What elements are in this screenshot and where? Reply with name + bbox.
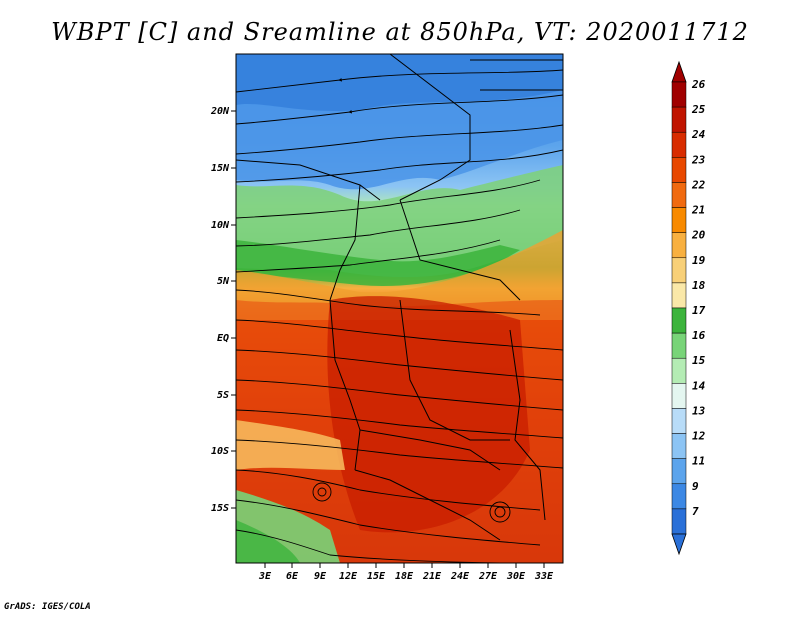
lon-label: 27E <box>478 571 498 582</box>
colorbar-label: 13 <box>692 404 706 417</box>
lon-label: 33E <box>534 571 554 582</box>
colorbar-swatch <box>671 508 687 535</box>
colorbar-swatch <box>671 483 687 510</box>
colorbar-label: 26 <box>691 78 706 91</box>
colorbar-label: 17 <box>692 304 706 317</box>
colorbar-label: 23 <box>691 153 706 166</box>
colorbar-swatch <box>671 433 687 459</box>
colorbar-swatch <box>671 81 687 108</box>
lat-label: 15S <box>211 503 229 514</box>
grads-credit: GrADS: IGES/COLA <box>4 602 91 612</box>
colorbar-label: 20 <box>691 229 706 242</box>
colorbar-top-arrow <box>671 60 687 83</box>
lon-label: 9E <box>314 571 327 582</box>
colorbar-swatch <box>671 383 687 409</box>
colorbar-label: 24 <box>691 128 706 141</box>
colorbar-swatch <box>671 282 687 309</box>
lat-label: 10N <box>211 220 230 231</box>
colorbar-label: 9 <box>692 480 699 493</box>
lon-label: 30E <box>506 571 526 582</box>
country-borders <box>236 54 563 541</box>
colorbar-swatch <box>671 257 687 284</box>
lon-label: 3E <box>258 571 272 582</box>
latitude-axis: 20N 15N 10N 5N EQ 5S 10S 15S <box>210 106 236 514</box>
lon-label: 6E <box>286 571 299 582</box>
colorbar-swatch <box>671 408 687 434</box>
colorbar-label: 7 <box>692 505 699 518</box>
colorbar-swatch <box>671 207 687 233</box>
colorbar-label: 25 <box>691 103 706 116</box>
lat-label: 5N <box>217 276 230 287</box>
colorbar-label: 21 <box>691 204 705 217</box>
colorbar-swatch <box>671 106 687 133</box>
colorbar-swatch <box>671 232 687 259</box>
colorbar-label: 14 <box>692 379 706 392</box>
lon-label: 15E <box>367 571 386 582</box>
colorbar-label: 16 <box>692 329 706 342</box>
streamlines <box>236 69 563 563</box>
lon-label: 21E <box>422 571 442 582</box>
longitude-axis: 3E 6E 9E 12E 15E 18E 21E 24E 27E 30E 33E <box>258 563 554 582</box>
lat-label: 15N <box>211 163 230 174</box>
chart-title: WBPT [C] and Sreamline at 850hPa, VT: 20… <box>51 18 749 46</box>
colorbar-swatch <box>671 131 687 158</box>
colorbar-label: 18 <box>692 279 706 292</box>
lon-label: 24E <box>450 571 470 582</box>
colorbar-swatch <box>671 307 687 334</box>
plot-frame <box>235 53 564 564</box>
lat-label: EQ <box>217 333 229 344</box>
colorbar-swatch <box>671 357 687 384</box>
lon-label: 18E <box>395 571 414 582</box>
colorbar-swatch <box>671 458 687 485</box>
lat-label: 10S <box>211 446 229 457</box>
colorbar-label: 19 <box>692 254 706 267</box>
colorbar-label: 15 <box>692 354 706 367</box>
colorbar: 26 25 24 23 22 21 20 19 18 17 16 15 14 13 12 11 9 7 <box>671 60 706 556</box>
lat-label: 5S <box>217 390 229 401</box>
lat-label: 20N <box>210 106 230 117</box>
colorbar-label: 12 <box>692 430 706 443</box>
colorbar-swatch <box>671 182 687 208</box>
colorbar-swatch <box>671 157 687 183</box>
colorbar-label: 11 <box>692 455 705 468</box>
colorbar-bottom-arrow <box>671 533 687 556</box>
colorbar-label: 22 <box>691 178 706 191</box>
lon-label: 12E <box>339 571 358 582</box>
colorbar-swatch <box>671 332 687 359</box>
